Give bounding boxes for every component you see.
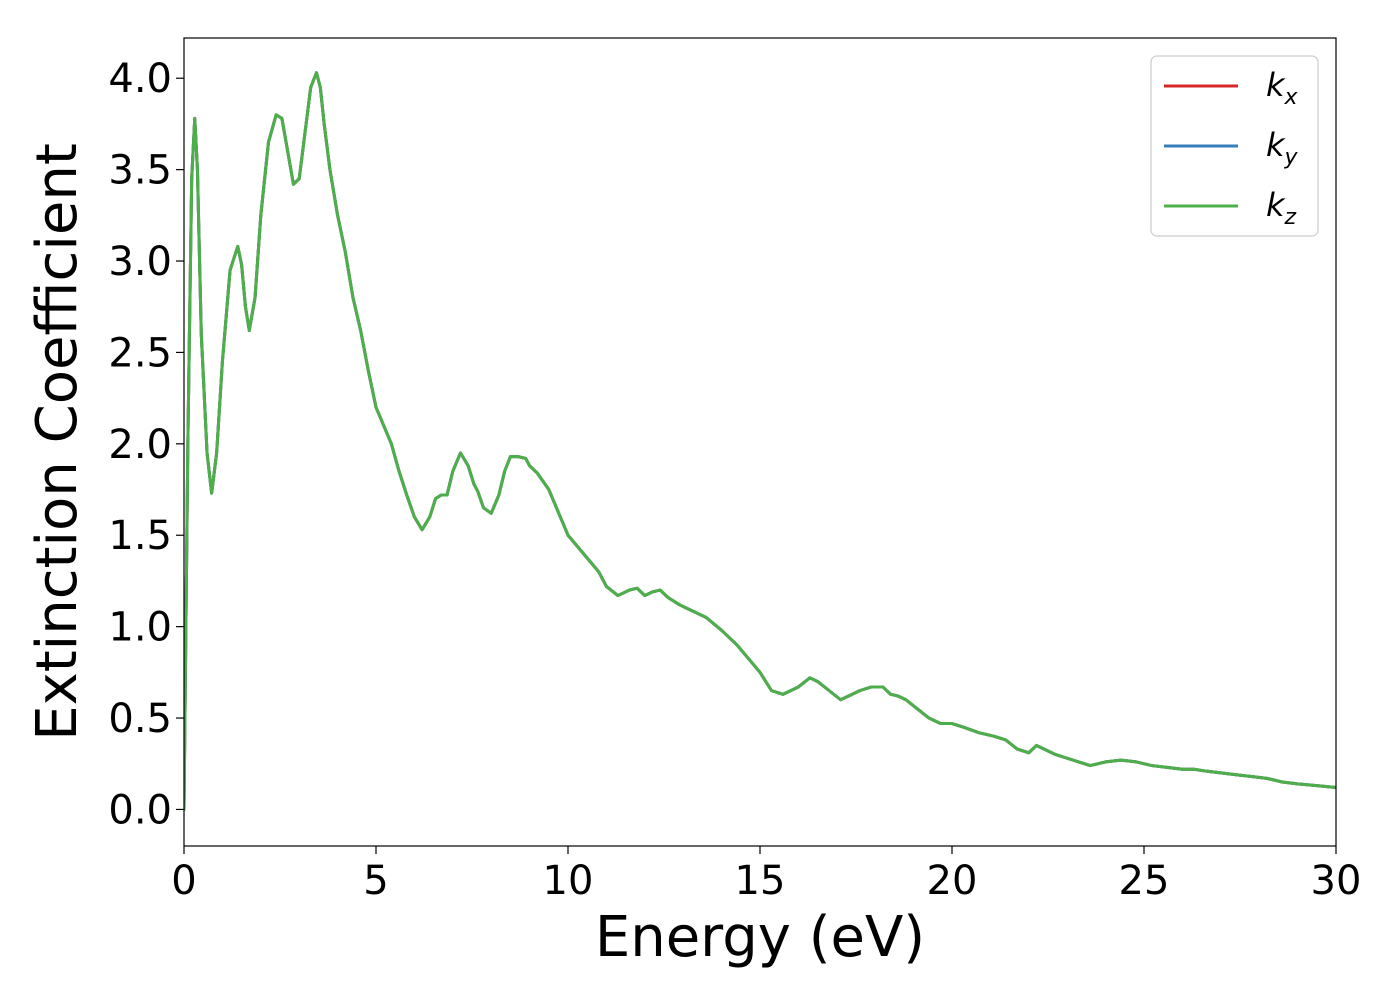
- y-tick-label: 1.5: [108, 513, 172, 559]
- y-tick-label: 2.0: [108, 422, 172, 468]
- y-tick-label: 3.5: [108, 148, 172, 194]
- series-line-kz: [184, 71, 1336, 811]
- x-axis-ticks: 0 5 10 15 20 25 30: [171, 846, 1361, 904]
- x-tick-label: 0: [171, 858, 196, 904]
- legend-label-subscript: y: [1284, 145, 1299, 170]
- y-tick-label: 0.0: [108, 787, 172, 833]
- legend-label-kx: kx: [1266, 66, 1299, 110]
- legend-label-subscript: z: [1284, 205, 1297, 230]
- x-tick-label: 10: [543, 858, 594, 904]
- x-tick-label: 25: [1119, 858, 1170, 904]
- y-tick-label: 4.0: [108, 56, 172, 102]
- legend-label-kz: kz: [1266, 186, 1297, 230]
- x-axis-title: Energy (eV): [595, 905, 925, 970]
- x-tick-label: 15: [735, 858, 786, 904]
- y-tick-label: 0.5: [108, 696, 172, 742]
- legend-label-main: k: [1266, 126, 1286, 164]
- y-tick-label: 2.5: [108, 330, 172, 376]
- y-tick-label: 1.0: [108, 605, 172, 651]
- y-tick-label: 3.0: [108, 239, 172, 285]
- legend-label-main: k: [1266, 66, 1286, 104]
- legend-label-main: k: [1266, 186, 1286, 224]
- y-axis-title: Extinction Coefficient: [25, 143, 90, 741]
- series-layer: [184, 71, 1336, 811]
- x-tick-label: 5: [363, 858, 388, 904]
- legend-label-ky: ky: [1266, 126, 1299, 170]
- x-tick-label: 30: [1311, 858, 1362, 904]
- legend-label-subscript: x: [1284, 85, 1299, 110]
- y-axis-ticks: 0.0 0.5 1.0 1.5 2.0 2.5 3.0 3.5 4.0: [108, 56, 184, 833]
- x-tick-label: 20: [927, 858, 978, 904]
